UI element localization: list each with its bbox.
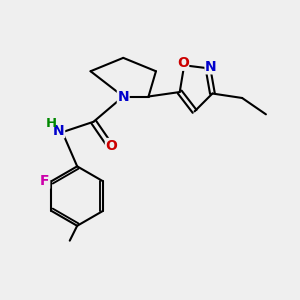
Text: O: O	[105, 139, 117, 152]
Text: N: N	[53, 124, 64, 138]
Text: F: F	[40, 174, 50, 188]
Text: N: N	[117, 89, 129, 103]
Text: N: N	[205, 60, 217, 74]
Text: O: O	[177, 56, 189, 70]
Text: H: H	[46, 117, 57, 130]
